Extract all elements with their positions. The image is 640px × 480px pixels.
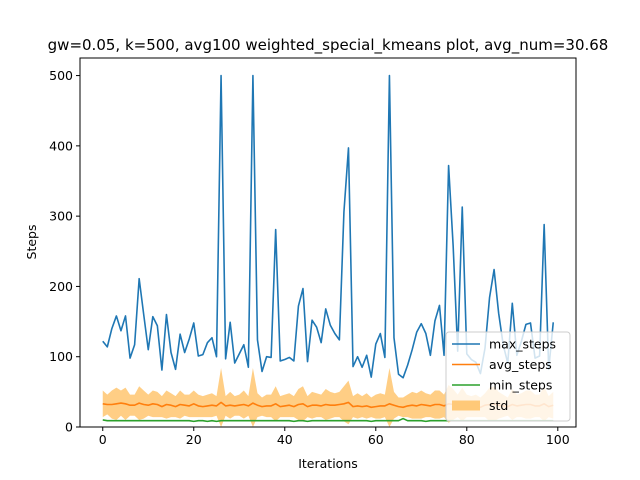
std-band xyxy=(102,367,554,427)
legend-swatch-std xyxy=(452,400,480,411)
x-axis-ticks: 0 20 40 60 80 100 xyxy=(99,427,570,447)
legend-label-max-steps: max_steps xyxy=(489,337,556,352)
legend-label-avg-steps: avg_steps xyxy=(489,357,552,372)
y-axis-ticks: 0 100 200 300 400 500 xyxy=(49,68,80,435)
chart-title: gw=0.05, k=500, avg100 weighted_special_… xyxy=(48,36,609,55)
y-tick-label: 500 xyxy=(49,68,73,83)
y-axis-label: Steps xyxy=(24,225,39,260)
x-tick-label: 20 xyxy=(186,432,202,447)
x-tick-label: 0 xyxy=(99,432,107,447)
y-tick-label: 0 xyxy=(65,420,73,435)
y-tick-label: 200 xyxy=(49,279,73,294)
plot-frame xyxy=(79,57,577,428)
legend-label-min-steps: min_steps xyxy=(489,378,552,393)
y-tick-label: 300 xyxy=(49,209,73,224)
y-tick-label: 100 xyxy=(49,349,73,364)
x-axis-label: Iterations xyxy=(298,456,358,471)
x-tick-label: 80 xyxy=(459,432,475,447)
legend-label-std: std xyxy=(489,398,508,413)
std-band-layer xyxy=(102,367,554,427)
x-tick-label: 100 xyxy=(546,432,570,447)
y-tick-label: 400 xyxy=(49,138,73,153)
x-tick-label: 60 xyxy=(368,432,384,447)
x-tick-label: 40 xyxy=(277,432,293,447)
legend-box xyxy=(445,331,571,422)
